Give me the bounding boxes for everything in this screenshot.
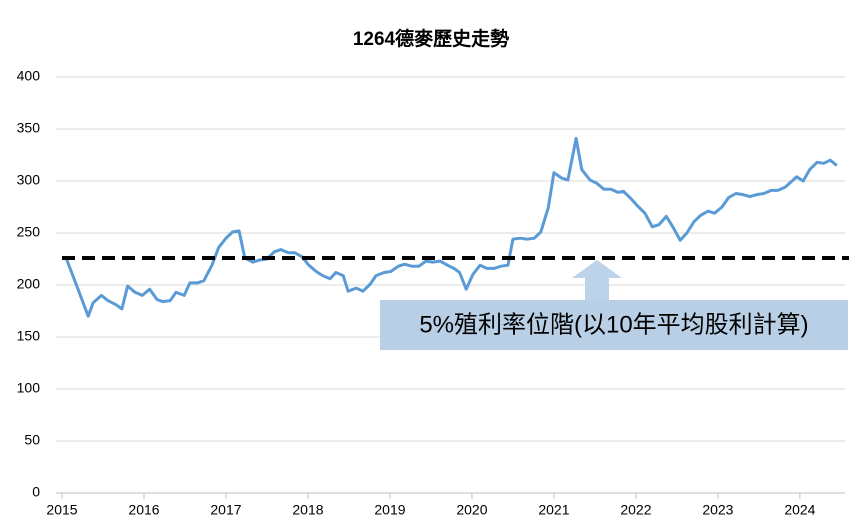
x-tick-label: 2019 — [374, 502, 405, 518]
chart-title: 1264德麥歷史走勢 — [353, 27, 509, 50]
y-tick-label: 200 — [17, 276, 41, 292]
x-tick-label: 2024 — [784, 502, 815, 518]
x-tick-label: 2015 — [46, 502, 77, 518]
x-tick-label: 2016 — [128, 502, 159, 518]
x-tick-label: 2021 — [538, 502, 569, 518]
y-tick-label: 400 — [17, 68, 41, 84]
annotation-box — [380, 300, 848, 350]
x-tick-label: 2022 — [620, 502, 651, 518]
x-tick-label: 2018 — [292, 502, 323, 518]
x-tick-label: 2023 — [702, 502, 733, 518]
x-tick-label: 2017 — [210, 502, 241, 518]
annotation-arrow — [572, 259, 622, 300]
y-tick-label: 0 — [32, 484, 40, 500]
y-tick-label: 300 — [17, 172, 41, 188]
price-line — [64, 136, 838, 318]
y-tick-label: 250 — [17, 224, 41, 240]
y-tick-label: 100 — [17, 380, 41, 396]
y-tick-label: 350 — [17, 120, 41, 136]
y-tick-label: 50 — [24, 432, 40, 448]
y-tick-label: 150 — [17, 328, 41, 344]
x-tick-label: 2020 — [456, 502, 487, 518]
annotation-text: 5%殖利率位階(以10年平均股利計算) — [419, 311, 808, 338]
